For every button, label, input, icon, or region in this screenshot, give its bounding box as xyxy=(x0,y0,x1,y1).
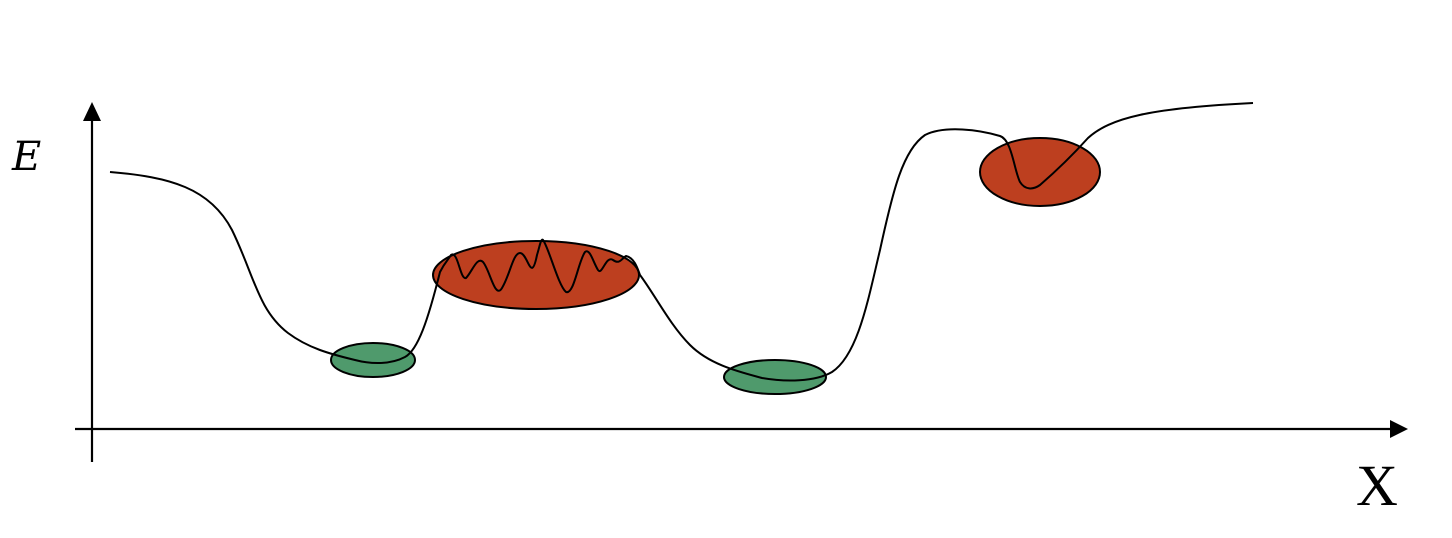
y-axis-arrowhead xyxy=(83,102,101,121)
stable-region-1 xyxy=(330,342,416,378)
unstable-region-1 xyxy=(432,240,640,310)
energy-curve xyxy=(109,102,1254,382)
x-axis-label: X xyxy=(1356,453,1398,518)
stable-region-2 xyxy=(723,359,827,395)
unstable-region-2 xyxy=(979,137,1101,207)
x-axis-arrowhead xyxy=(1390,420,1408,438)
y-axis-label: E xyxy=(11,134,41,180)
